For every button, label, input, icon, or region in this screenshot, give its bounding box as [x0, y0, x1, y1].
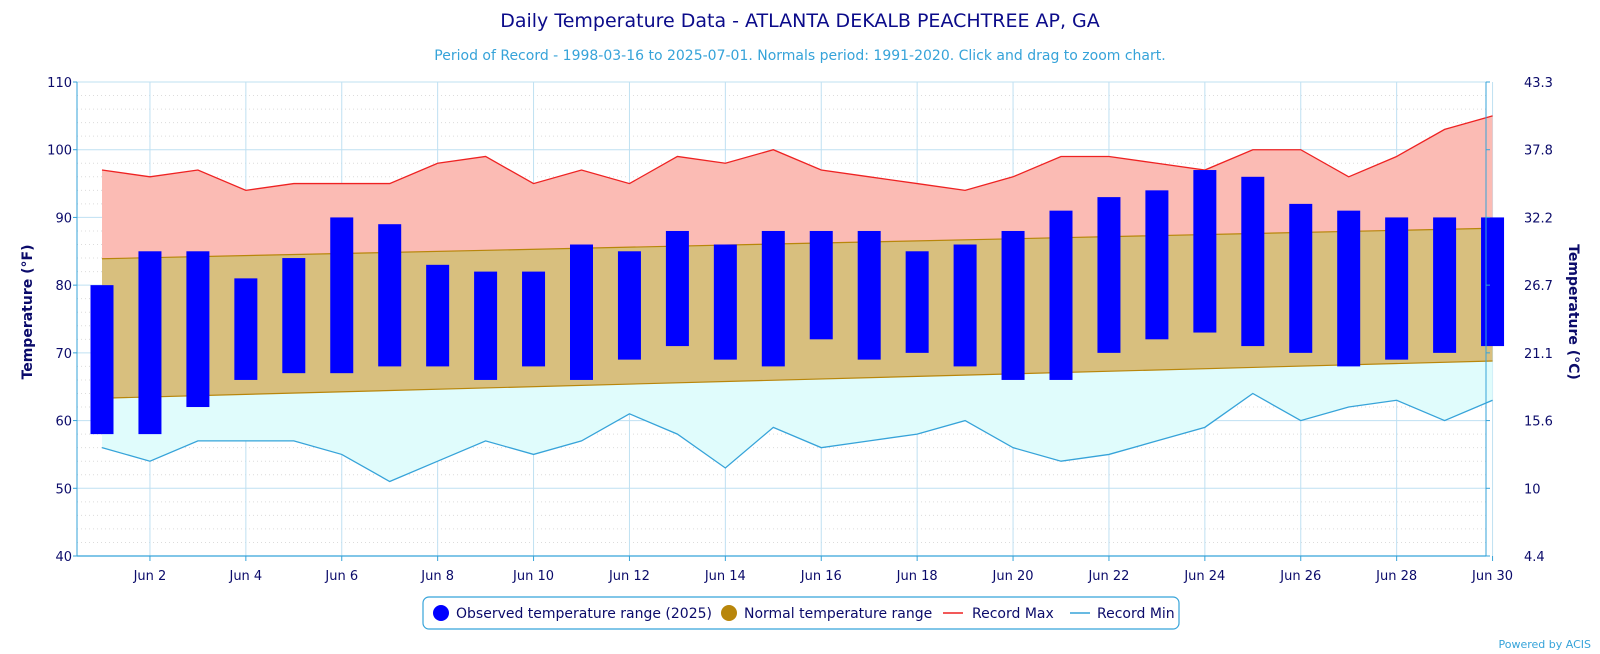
- x-tick-label: Jun 10: [512, 569, 554, 584]
- observed-bar[interactable]: [953, 244, 977, 367]
- observed-bar[interactable]: [857, 230, 881, 360]
- y-tick-label-right: 37.8: [1524, 144, 1553, 159]
- x-tick-label: Jun 28: [1375, 569, 1417, 584]
- y-tick-label-left: 100: [47, 144, 72, 159]
- x-tick-label: Jun 30: [1471, 569, 1513, 584]
- y-tick-label-right: 21.1: [1524, 347, 1553, 362]
- y-tick-label-left: 50: [55, 482, 72, 497]
- observed-bar[interactable]: [1481, 217, 1505, 347]
- observed-bar[interactable]: [1337, 210, 1361, 367]
- normal-range-band: [102, 228, 1493, 399]
- y-axis-title-left: Temperature (°F): [20, 245, 36, 380]
- y-tick-label-right: 43.3: [1524, 76, 1553, 91]
- x-tick-label: Jun 18: [896, 569, 938, 584]
- observed-bar[interactable]: [1433, 217, 1457, 353]
- x-tick-label: Jun 4: [228, 569, 262, 584]
- y-tick-label-right: 26.7: [1524, 279, 1553, 294]
- y-tick-label-left: 80: [55, 279, 72, 294]
- x-tick-label: Jun 6: [324, 569, 358, 584]
- legend-label-record-max: Record Max: [972, 606, 1054, 622]
- observed-bar[interactable]: [617, 251, 641, 360]
- observed-bar[interactable]: [1193, 170, 1217, 333]
- observed-bar[interactable]: [570, 244, 593, 380]
- observed-bar[interactable]: [1385, 217, 1409, 360]
- observed-bar[interactable]: [761, 230, 785, 367]
- legend[interactable]: Observed temperature range (2025) Normal…: [422, 596, 1180, 630]
- observed-bar[interactable]: [1289, 203, 1313, 353]
- observed-bar[interactable]: [186, 251, 210, 408]
- legend-item-observed[interactable]: Observed temperature range (2025): [433, 605, 712, 622]
- observed-bar[interactable]: [1145, 190, 1169, 340]
- y-tick-label-right: 10: [1524, 482, 1541, 497]
- x-tick-label: Jun 8: [420, 569, 454, 584]
- legend-symbol-normal: [721, 605, 737, 621]
- y-tick-label-left: 110: [47, 76, 72, 91]
- credit-link[interactable]: Powered by ACIS: [1499, 638, 1592, 651]
- y-tick-label-right: 15.6: [1524, 415, 1553, 430]
- y-tick-label-right: 32.2: [1524, 211, 1553, 226]
- observed-bar[interactable]: [426, 264, 450, 367]
- record-max-area: [102, 115, 1493, 259]
- observed-bar[interactable]: [474, 271, 498, 380]
- observed-bar[interactable]: [378, 224, 402, 367]
- area-bands: [101, 115, 1493, 482]
- y-tick-label-right: 4.4: [1524, 550, 1545, 565]
- legend-symbol-observed: [433, 605, 449, 621]
- observed-bar[interactable]: [665, 230, 689, 347]
- observed-bar[interactable]: [809, 230, 833, 340]
- observed-bar[interactable]: [282, 258, 306, 374]
- y-tick-label-left: 40: [55, 550, 72, 565]
- observed-bars[interactable]: [90, 170, 1505, 435]
- x-tick-label: Jun 20: [992, 569, 1034, 584]
- legend-item-record-max[interactable]: Record Max: [943, 606, 1054, 622]
- legend-label-normal: Normal temperature range: [744, 606, 932, 622]
- y-axis-title-right: Temperature (°C): [1565, 244, 1581, 380]
- observed-bar[interactable]: [90, 285, 114, 435]
- chart-subtitle: Period of Record - 1998-03-16 to 2025-07…: [434, 48, 1165, 64]
- record-max-line: [101, 115, 1493, 192]
- observed-bar[interactable]: [1001, 230, 1025, 380]
- observed-bar[interactable]: [330, 217, 354, 374]
- legend-label-observed: Observed temperature range (2025): [456, 606, 712, 622]
- x-tick-label: Jun 2: [133, 569, 167, 584]
- axes: 40 50 60 70 80 90 100 110 4.4 10 15.6 21.1 26.7 32.2 3…: [47, 76, 1553, 584]
- record-min-line: [101, 392, 1493, 483]
- observed-bar[interactable]: [713, 244, 737, 360]
- observed-bar[interactable]: [522, 271, 546, 367]
- observed-bar[interactable]: [905, 251, 929, 353]
- x-tick-label: Jun 14: [704, 569, 746, 584]
- normal-low-line: [101, 360, 1493, 399]
- y-tick-label-left: 70: [55, 347, 72, 362]
- x-tick-label: Jun 16: [800, 569, 842, 584]
- legend-label-record-min: Record Min: [1097, 606, 1175, 622]
- y-tick-label-left: 90: [55, 211, 72, 226]
- observed-bar[interactable]: [1097, 197, 1121, 353]
- x-tick-label: Jun 26: [1279, 569, 1321, 584]
- legend-item-record-min[interactable]: Record Min: [1070, 606, 1175, 622]
- y-tick-label-left: 60: [55, 415, 72, 430]
- observed-bar[interactable]: [138, 251, 162, 435]
- observed-bar[interactable]: [234, 278, 258, 380]
- x-tick-label: Jun 12: [608, 569, 650, 584]
- legend-box: [422, 596, 1180, 630]
- chart-title: Daily Temperature Data - ATLANTA DEKALB …: [500, 10, 1100, 32]
- x-tick-label: Jun 22: [1087, 569, 1129, 584]
- record-min-area: [102, 360, 1493, 482]
- observed-bar[interactable]: [1241, 176, 1265, 347]
- record-lines: [101, 115, 1493, 483]
- legend-item-normal[interactable]: Normal temperature range: [721, 605, 932, 622]
- x-tick-label: Jun 24: [1183, 569, 1225, 584]
- observed-bar[interactable]: [1049, 210, 1073, 380]
